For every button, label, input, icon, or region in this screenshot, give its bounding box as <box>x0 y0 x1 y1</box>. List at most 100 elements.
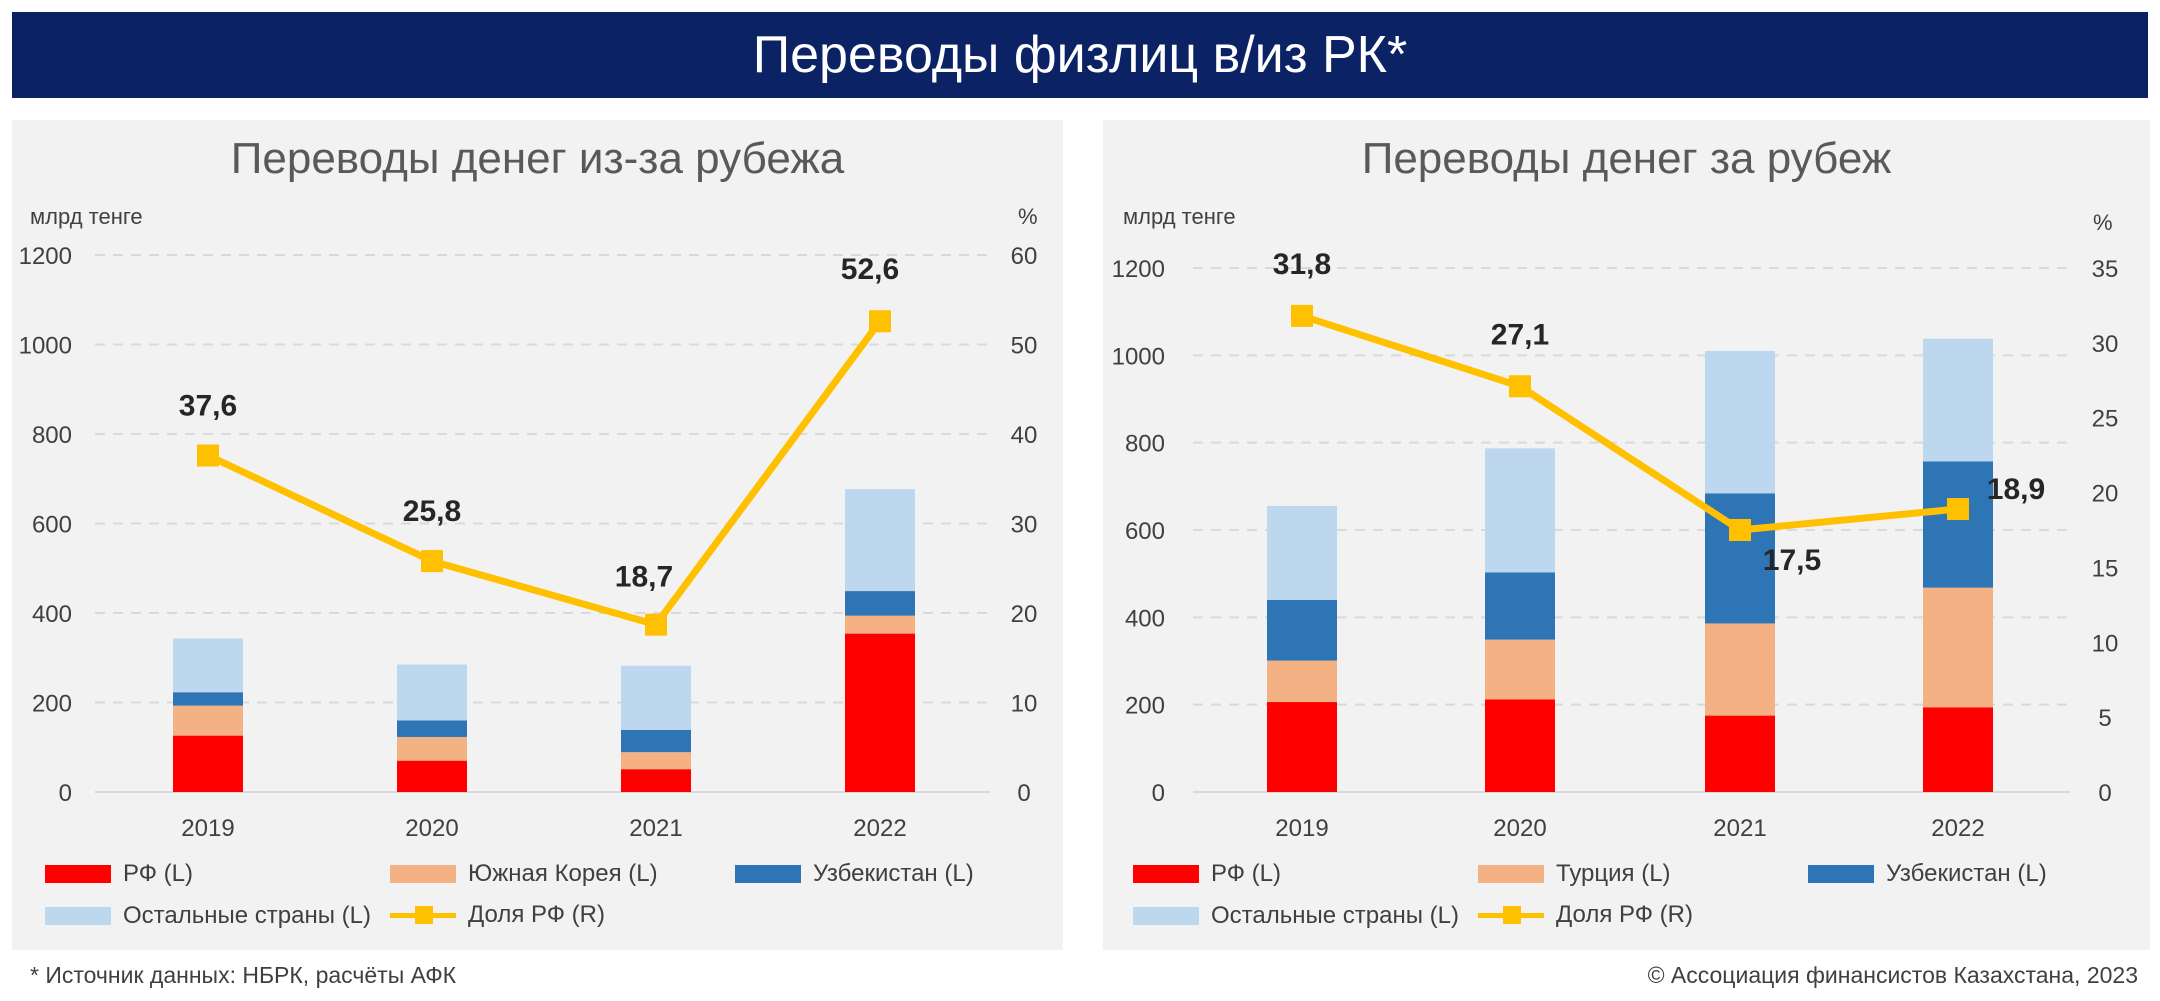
bar-segment <box>1485 639 1555 700</box>
bar-segment <box>173 638 243 693</box>
bar-segment <box>845 633 915 792</box>
bar-segment <box>173 705 243 736</box>
legend-item: Остальные страны (L) <box>1133 902 1459 930</box>
right-tick-label: 5 <box>2098 705 2111 732</box>
left-tick-label: 1200 <box>1112 256 1165 283</box>
x-tick-label: 2020 <box>1493 815 1546 842</box>
bar-segment <box>621 665 691 730</box>
chart-title: Переводы денег за рубеж <box>1361 134 1892 183</box>
x-tick-label: 2021 <box>629 815 682 842</box>
bar-segment <box>845 591 915 616</box>
data-label: 27,1 <box>1491 318 1549 351</box>
legend-label: РФ (L) <box>123 860 193 887</box>
left-tick-label: 600 <box>1125 518 1165 545</box>
left-tick-label: 400 <box>32 601 72 628</box>
right-tick-label: 20 <box>2092 481 2119 508</box>
left-tick-label: 200 <box>1125 693 1165 720</box>
bar-segment <box>1485 572 1555 640</box>
bar-segment <box>1485 448 1555 573</box>
left-tick-label: 800 <box>1125 431 1165 458</box>
right-tick-label: 15 <box>2092 555 2119 582</box>
share-point <box>1729 519 1751 541</box>
legend-swatch <box>1133 907 1199 925</box>
legend-label: Турция (L) <box>1556 860 1671 887</box>
legend-item: Доля РФ (R) <box>390 901 605 929</box>
right-axis-label: % <box>1018 204 1038 229</box>
bar-segment <box>1705 715 1775 792</box>
legend-item: РФ (L) <box>1133 860 1281 888</box>
x-tick-label: 2020 <box>405 815 458 842</box>
right-tick-label: 30 <box>1011 512 1038 539</box>
bar-segment <box>845 489 915 592</box>
right-tick-label: 35 <box>2092 256 2119 283</box>
legend-item: Турция (L) <box>1478 860 1671 888</box>
left-tick-label: 0 <box>1152 780 1165 807</box>
share-point <box>1509 375 1531 398</box>
legend-line-marker <box>390 905 456 925</box>
share-point <box>869 310 891 333</box>
x-tick-label: 2022 <box>1931 815 1984 842</box>
bar-segment <box>1923 707 1993 792</box>
bar-segment <box>173 735 243 792</box>
data-label: 31,8 <box>1273 248 1331 281</box>
legend-swatch <box>390 865 456 883</box>
left-tick-label: 200 <box>32 691 72 718</box>
legend-swatch <box>45 907 111 925</box>
bar-segment <box>1923 587 1993 708</box>
legend-label: Доля РФ (R) <box>468 901 605 928</box>
bar-segment <box>397 664 467 721</box>
bar-segment <box>397 760 467 792</box>
bar-segment <box>173 692 243 706</box>
share-point <box>197 444 219 467</box>
bar-segment <box>1705 623 1775 716</box>
legend-label: Доля РФ (R) <box>1556 901 1693 928</box>
bar-segment <box>1485 699 1555 792</box>
bar-segment <box>621 752 691 770</box>
chart-plot: 0 200 400 600 800 1000 1200 0 5 10 15 20 25 30 35 2019 2… <box>1112 248 2119 842</box>
right-tick-label: 10 <box>2092 630 2119 657</box>
bar-segment <box>621 769 691 792</box>
copyright: © Ассоциация финансистов Казахстана, 202… <box>1647 962 2138 988</box>
share-line <box>1300 312 1959 534</box>
share-line <box>206 319 883 629</box>
bar-segment <box>397 736 467 761</box>
share-point <box>1291 304 1313 327</box>
bar-segment <box>1267 702 1337 792</box>
legend-label: Остальные страны (L) <box>1211 902 1459 929</box>
left-tick-label: 400 <box>1125 605 1165 632</box>
bar-segment <box>1267 599 1337 661</box>
legend-swatch <box>1478 865 1544 883</box>
bar-segment <box>1923 461 1993 588</box>
chart-title: Переводы денег из-за рубежа <box>230 134 845 183</box>
right-tick-label: 30 <box>2092 331 2119 358</box>
chart-plot: 0 200 400 600 800 1000 1200 0 10 20 30 40 50 60 2019 20… <box>19 243 1038 842</box>
legend-swatch <box>1133 865 1199 883</box>
data-label: 17,5 <box>1763 544 1821 577</box>
bar-segment <box>1923 338 1993 462</box>
left-tick-label: 1000 <box>19 333 72 360</box>
left-axis-label: млрд тенге <box>1123 204 1236 229</box>
legend-swatch <box>735 865 801 883</box>
page-title: Переводы физлиц в/из РК* <box>12 12 2148 98</box>
legend-item: Доля РФ (R) <box>1478 901 1693 929</box>
legend-swatch <box>45 865 111 883</box>
left-tick-label: 800 <box>32 422 72 449</box>
share-point <box>645 613 667 636</box>
data-label: 18,7 <box>615 561 673 594</box>
x-tick-label: 2019 <box>181 815 234 842</box>
bar-segment <box>845 615 915 634</box>
left-tick-label: 1200 <box>19 243 72 270</box>
data-label: 18,9 <box>1987 473 2045 506</box>
data-label: 52,6 <box>841 253 899 286</box>
legend-label: Узбекистан (L) <box>1886 860 2047 887</box>
legend-item: Узбекистан (L) <box>1808 860 2047 888</box>
left-axis-label: млрд тенге <box>30 204 143 229</box>
chart-outflows: Переводы денег за рубеж млрд тенге % 0 20… <box>1103 120 2150 950</box>
legend-item: Остальные страны (L) <box>45 902 371 930</box>
data-label: 25,8 <box>403 495 461 528</box>
legend-item: РФ (L) <box>45 860 193 888</box>
right-axis-label: % <box>2093 210 2113 235</box>
x-tick-label: 2021 <box>1713 815 1766 842</box>
bar-segment <box>1705 350 1775 494</box>
data-label: 37,6 <box>179 389 237 422</box>
